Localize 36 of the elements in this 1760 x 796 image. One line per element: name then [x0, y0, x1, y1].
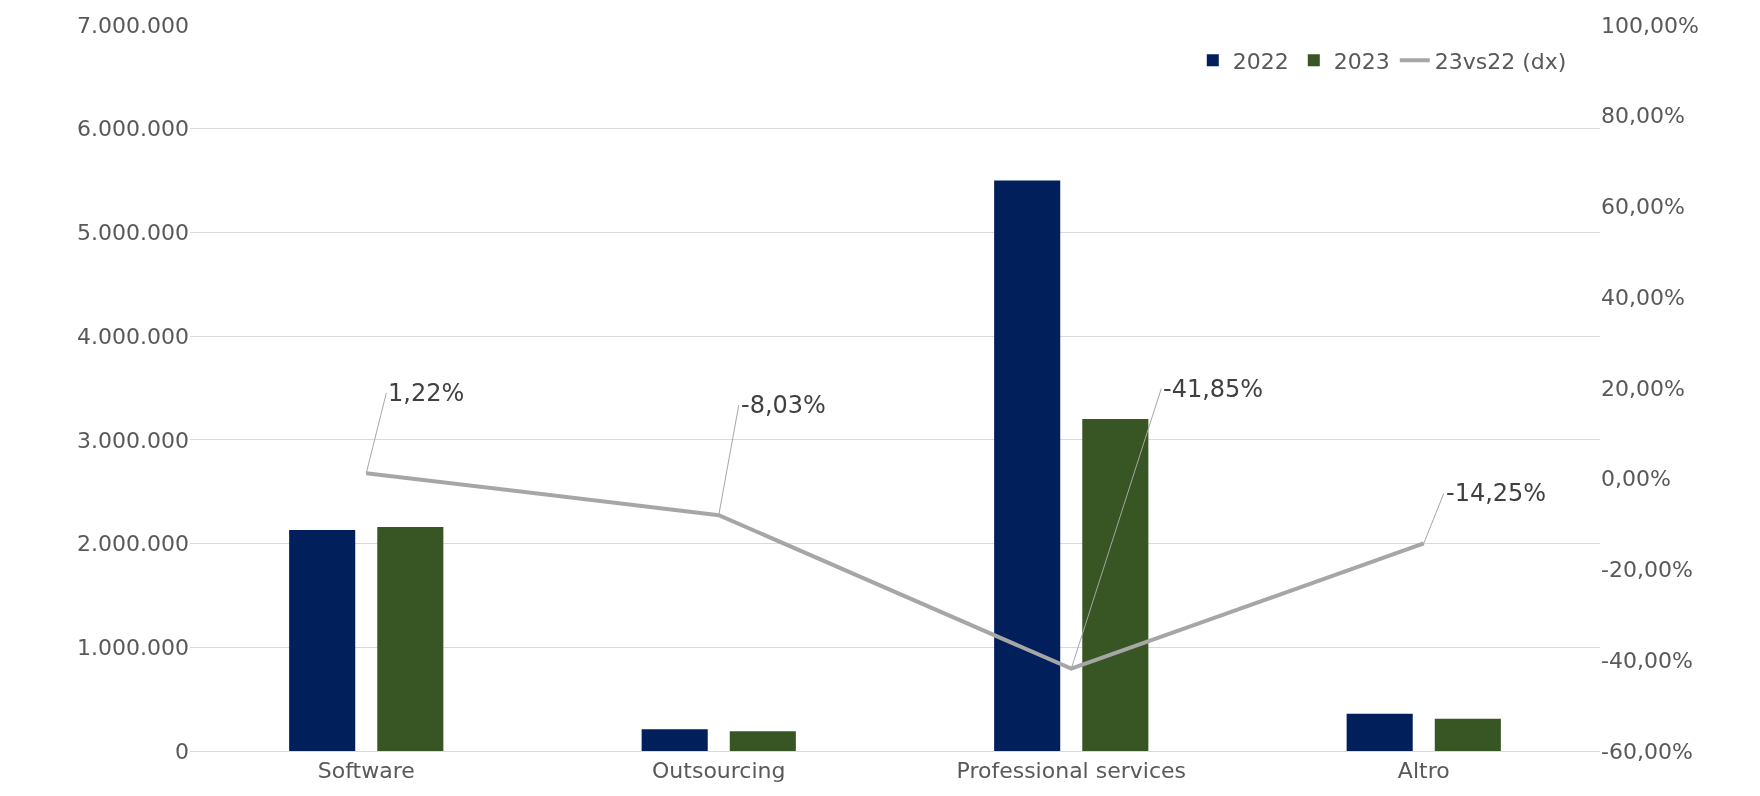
y2-tick-label: 40,00%	[1601, 284, 1685, 310]
legend-label: 2023	[1333, 48, 1390, 74]
data-label: -8,03%	[741, 391, 826, 419]
bar	[641, 729, 708, 751]
bar	[1346, 713, 1413, 751]
bar	[289, 530, 356, 751]
x-tick-label: Altro	[1397, 758, 1450, 784]
y2-tick-label: -20,00%	[1601, 557, 1693, 583]
y-tick-label: 5.000.000	[77, 220, 189, 246]
legend-label: 2022	[1232, 48, 1289, 74]
y2-tick-label: 0,00%	[1601, 466, 1671, 492]
y-tick-label: 2.000.000	[77, 531, 189, 557]
bar	[377, 526, 444, 751]
data-label: -41,85%	[1163, 375, 1264, 403]
y2-tick-label: -60,00%	[1601, 738, 1693, 764]
y2-tick-label: 80,00%	[1601, 103, 1685, 129]
x-tick-label: Professional services	[956, 758, 1186, 784]
y2-tick-label: 100,00%	[1601, 12, 1699, 38]
y-tick-label: 1.000.000	[77, 634, 189, 660]
y2-tick-label: -40,00%	[1601, 647, 1693, 673]
bar	[994, 180, 1061, 751]
y-tick-label: 6.000.000	[77, 116, 189, 142]
y2-tick-label: 60,00%	[1601, 194, 1685, 220]
y-tick-label: 7.000.000	[77, 12, 189, 38]
data-label: 1,22%	[388, 379, 465, 407]
bar	[1082, 419, 1149, 751]
y2-tick-label: 20,00%	[1601, 375, 1685, 401]
bar	[1434, 718, 1501, 751]
legend-label: 23vs22 (dx)	[1434, 48, 1567, 74]
x-tick-label: Software	[317, 758, 415, 784]
data-label: -14,25%	[1446, 479, 1547, 507]
bar	[729, 731, 796, 751]
y-tick-label: 3.000.000	[77, 427, 189, 453]
y-tick-label: 4.000.000	[77, 323, 189, 349]
x-tick-label: Outsourcing	[652, 758, 786, 784]
y-tick-label: 0	[175, 738, 189, 764]
